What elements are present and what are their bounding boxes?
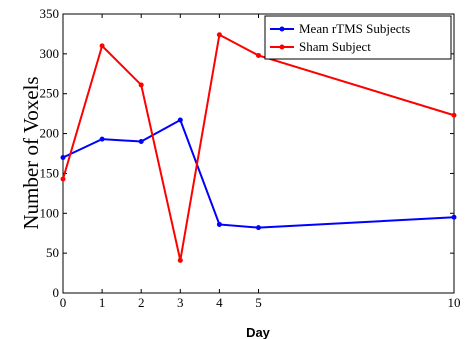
legend-marker-rtms (279, 26, 285, 32)
data-point (256, 52, 261, 58)
legend: Mean rTMS Subjects Sham Subject (264, 15, 452, 60)
data-point (138, 82, 144, 88)
y-tick-label: 150 (40, 165, 60, 180)
y-tick-label: 100 (40, 205, 60, 220)
y-tick-label: 50 (46, 245, 59, 260)
y-tick-label: 0 (53, 285, 60, 300)
y-axis-label: Number of Voxels (19, 76, 43, 229)
x-tick-label: 4 (216, 295, 223, 310)
y-axis-ticks: 0 50 100 150 200 250 300 350 (40, 6, 454, 300)
data-point (138, 139, 144, 145)
x-axis-ticks: 0 1 2 3 4 5 10 (60, 14, 461, 310)
x-tick-label: 0 (60, 295, 67, 310)
data-point (99, 43, 105, 49)
plot-area (62, 13, 455, 294)
legend-label-rtms: Mean rTMS Subjects (299, 21, 410, 36)
data-point (177, 117, 183, 123)
x-axis-label: Day (246, 325, 271, 339)
x-tick-label: 3 (177, 295, 184, 310)
y-tick-label: 350 (40, 6, 60, 21)
y-tick-label: 300 (40, 46, 60, 61)
data-point (216, 32, 222, 38)
data-point (60, 176, 66, 182)
data-point (99, 136, 105, 142)
data-point (60, 154, 66, 160)
x-tick-label: 10 (448, 295, 461, 310)
x-tick-label: 2 (138, 295, 145, 310)
data-point (216, 221, 222, 227)
series-layer (60, 32, 457, 263)
data-point (451, 112, 457, 118)
data-point (177, 257, 183, 263)
x-tick-label: 5 (255, 295, 262, 310)
data-point (451, 214, 457, 220)
legend-marker-sham (279, 44, 285, 50)
legend-box (264, 15, 452, 60)
x-tick-label: 1 (99, 295, 106, 310)
data-point (256, 225, 261, 231)
y-tick-label: 250 (40, 86, 60, 101)
legend-label-sham: Sham Subject (299, 39, 371, 54)
y-tick-label: 200 (40, 126, 60, 141)
